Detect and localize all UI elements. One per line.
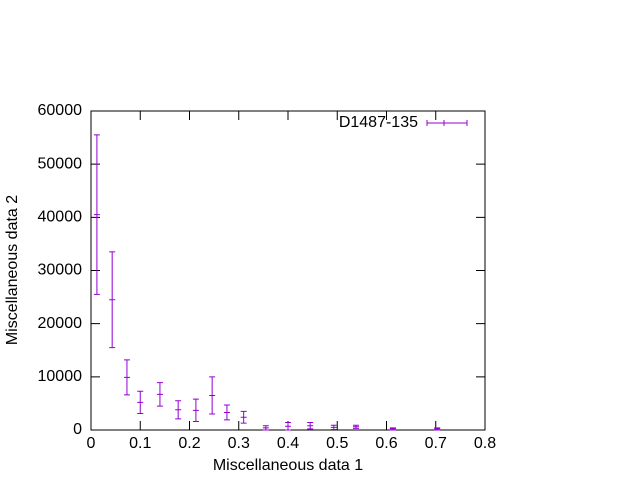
- x-tick-label: 0.2: [178, 435, 200, 452]
- error-bar: [156, 382, 163, 407]
- y-tick-label: 20000: [38, 315, 83, 332]
- y-tick-label: 10000: [38, 368, 83, 385]
- legend-label: D1487-135: [339, 114, 418, 131]
- error-bar: [434, 427, 441, 431]
- error-bar: [389, 427, 396, 431]
- error-bar: [352, 424, 359, 429]
- y-tick-label: 40000: [38, 209, 83, 226]
- error-bar: [123, 359, 130, 396]
- error-bar: [223, 404, 230, 421]
- error-bar: [262, 425, 269, 431]
- error-bar: [137, 390, 144, 415]
- x-tick-label: 0.6: [375, 435, 397, 452]
- y-axis-label: Miscellaneous data 2: [4, 195, 21, 345]
- error-bar: [330, 424, 337, 430]
- error-bar: [93, 134, 100, 295]
- x-tick-label: 0.1: [129, 435, 151, 452]
- error-bar: [192, 398, 199, 422]
- x-tick-label: 0.4: [277, 435, 299, 452]
- error-bar: [175, 400, 182, 420]
- x-tick-label: 0: [87, 435, 96, 452]
- plot-border: [90, 110, 486, 431]
- error-bar: [209, 376, 216, 415]
- y-tick-label: 50000: [38, 155, 83, 172]
- y-tick-label: 30000: [38, 262, 83, 279]
- x-tick-label: 0.7: [425, 435, 447, 452]
- error-bar: [240, 410, 247, 424]
- x-tick-label: 0.3: [228, 435, 250, 452]
- x-tick-label: 0.8: [474, 435, 496, 452]
- y-tick-label: 0: [73, 421, 82, 438]
- error-bar: [307, 422, 314, 430]
- y-tick-label: 60000: [38, 102, 83, 119]
- error-bar: [285, 422, 291, 431]
- x-axis-label: Miscellaneous data 1: [213, 457, 363, 474]
- error-bar: [109, 251, 116, 349]
- x-tick-label: 0.5: [326, 435, 348, 452]
- legend-sample: [426, 120, 468, 126]
